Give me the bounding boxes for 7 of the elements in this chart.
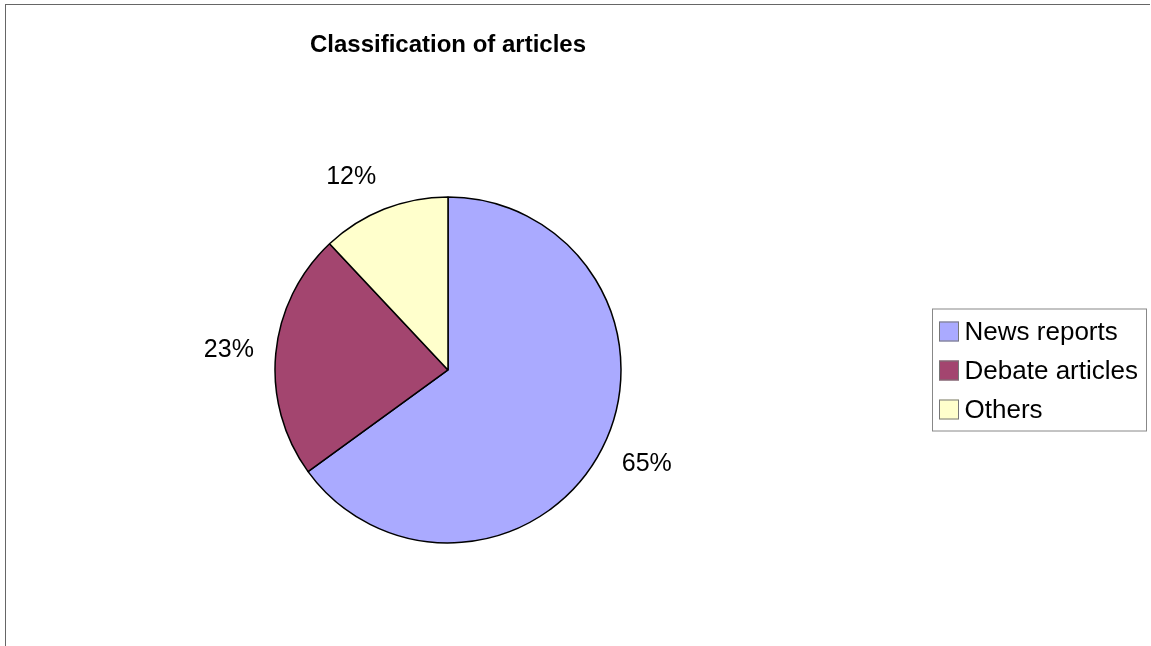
legend-label: News reports: [964, 315, 1118, 347]
data-label: 12%: [326, 161, 377, 190]
data-label: 65%: [621, 447, 672, 476]
legend-label: Debate articles: [964, 354, 1138, 386]
data-label: 23%: [203, 334, 254, 363]
chart-title: Classification of articles: [309, 30, 587, 58]
legend-label: Others: [964, 393, 1043, 425]
